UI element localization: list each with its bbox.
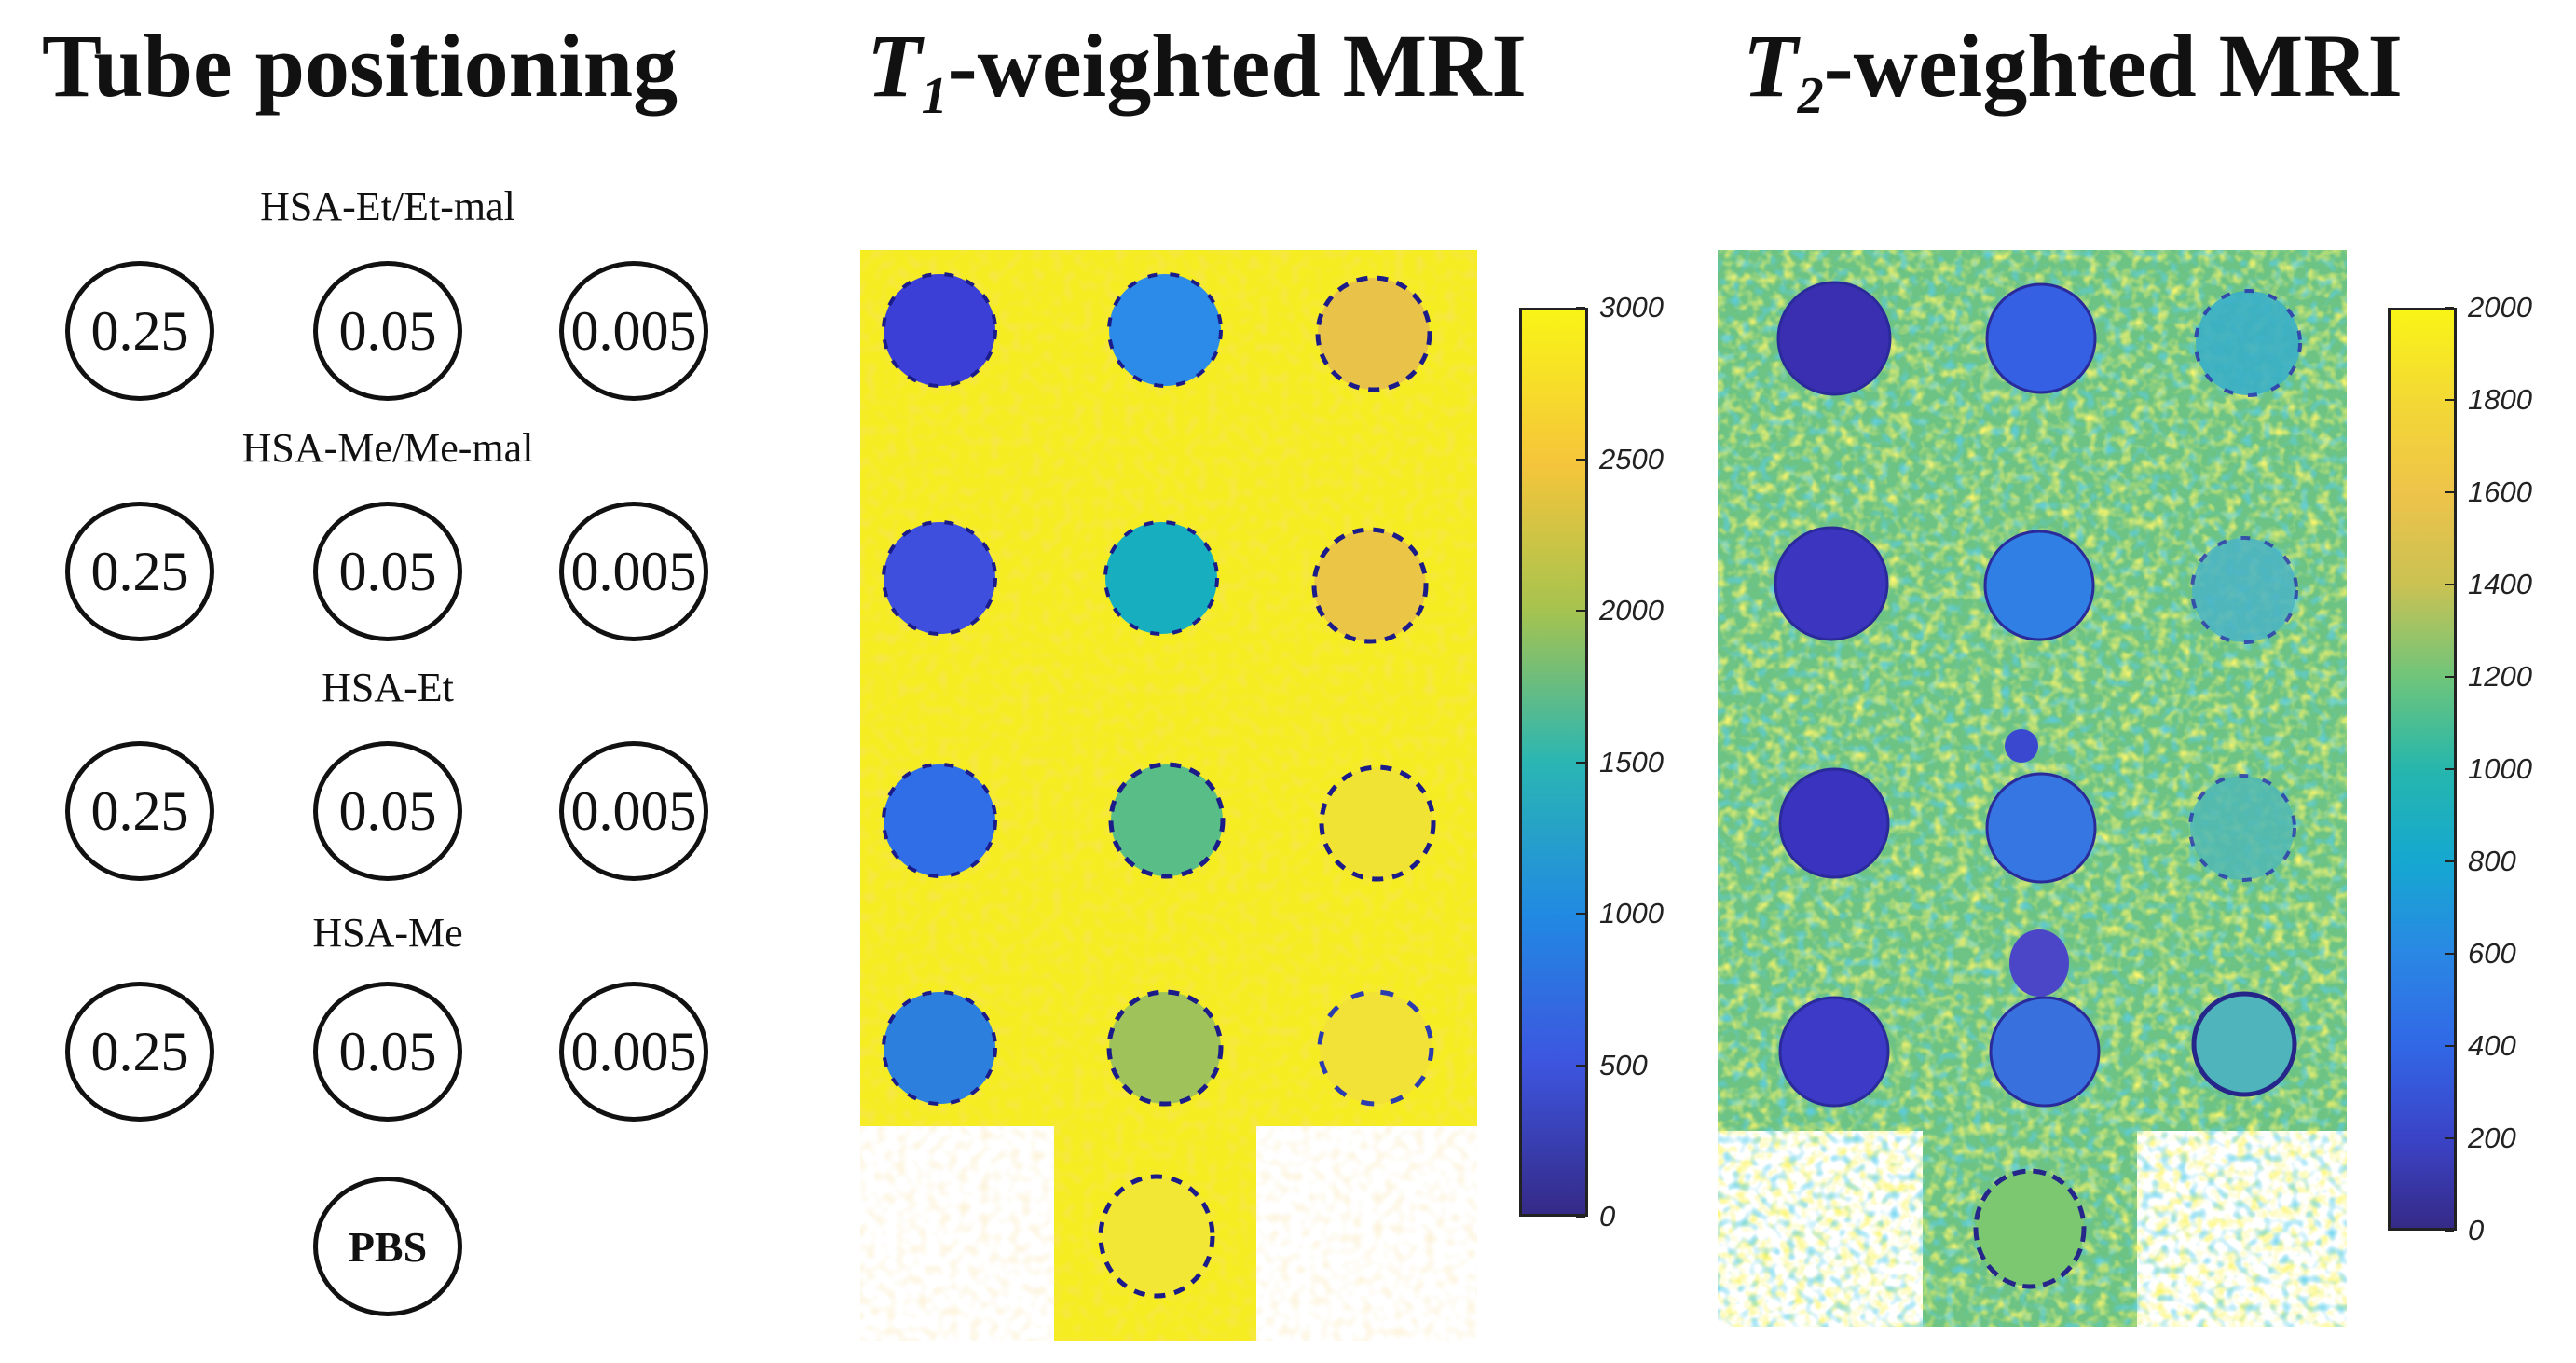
- t2-title-rest: -weighted MRI: [1823, 16, 2403, 116]
- t1-colorbar-tick-label: 2500: [1599, 442, 1664, 475]
- t1-colorbar-tick-label: 3000: [1599, 291, 1664, 324]
- t1-tube-r3-c3: [1319, 764, 1436, 882]
- t1-mri-map: [860, 250, 1477, 1341]
- tube-hsa-et-0.05: 0.05: [313, 741, 462, 881]
- tube-hsa-et-0.25: 0.25: [65, 741, 214, 881]
- t1-tube-r3-c1: [882, 763, 997, 878]
- t2-colorbar-tick-mark: [2445, 491, 2454, 493]
- t2-colorbar-tick-mark: [2445, 1230, 2454, 1232]
- t1-tube-r2-c1: [882, 520, 997, 636]
- tube-hsa-et-et-mal-0.25: 0.25: [65, 261, 214, 401]
- t2-colorbar-tick-label: 1000: [2468, 752, 2532, 785]
- t2-colorbar-tick-label: 800: [2468, 845, 2516, 877]
- t1-colorbar-tick-mark: [1576, 761, 1585, 764]
- t2-colorbar-tick-label: 1600: [2468, 475, 2532, 508]
- t2-tube-r4-c2: [1989, 996, 2101, 1108]
- t1-colorbar-tick-label: 1500: [1599, 745, 1664, 778]
- tube-hsa-me-0.005: 0.005: [559, 982, 708, 1122]
- tube-positioning-title: Tube positioning: [42, 16, 678, 116]
- t1-colorbar-tick-mark: [1576, 610, 1585, 612]
- t1-title-subscript: 1: [921, 67, 948, 125]
- t2-tube-r1-c1: [1776, 281, 1892, 396]
- t2-colorbar-tick-mark: [2445, 860, 2454, 862]
- tube-hsa-me-0.25: 0.25: [65, 982, 214, 1122]
- t1-colorbar-tick-mark: [1576, 913, 1585, 915]
- t2-colorbar-tick-label: 2000: [2468, 291, 2532, 324]
- t1-title-rest: -weighted MRI: [947, 16, 1527, 116]
- t1-colorbar-tick-mark: [1576, 458, 1585, 461]
- t2-tube-r4-c3: [2191, 991, 2297, 1097]
- t1-tube-r3-c2: [1108, 762, 1226, 879]
- t2-tube-r2-c2: [1983, 530, 2095, 641]
- t2-bubble-r3: [2005, 729, 2038, 763]
- t2-colorbar-tick-label: 1400: [2468, 568, 2532, 600]
- t2-tube-r2-c3: [2190, 536, 2298, 644]
- tube-hsa-me-me-mal-0.05: 0.05: [313, 502, 462, 641]
- t2-colorbar-tick-label: 200: [2468, 1122, 2516, 1154]
- t1-tube-r2-c2: [1103, 520, 1219, 636]
- t1-tube-r1-c3: [1315, 275, 1432, 392]
- t1-colorbar-tick-label: 0: [1599, 1200, 1616, 1232]
- t2-mri-map: [1718, 250, 2347, 1327]
- t2-tube-r3-c3: [2188, 774, 2296, 882]
- t2-tube-r2-c1: [1774, 526, 1889, 641]
- t2-tube-r3-c1: [1778, 767, 1890, 879]
- t2-colorbar-tick-mark: [2445, 307, 2454, 309]
- t1-colorbar-tick-mark: [1576, 1216, 1585, 1218]
- t1-title-letter: T: [867, 16, 922, 116]
- t2-colorbar-tick-mark: [2445, 1045, 2454, 1047]
- tube-hsa-et-et-mal-0.05: 0.05: [313, 261, 462, 401]
- t1-colorbar-tick-mark: [1576, 1064, 1585, 1067]
- t2-colorbar-tick-label: 400: [2468, 1029, 2516, 1062]
- t2-tube-r3-c2: [1985, 772, 2097, 884]
- t2-colorbar-tick-label: 1800: [2468, 383, 2532, 416]
- t1-tube-r4-c2: [1106, 989, 1224, 1107]
- tube-pbs-control: PBS: [313, 1177, 462, 1316]
- t2-tube-r4-c1: [1778, 996, 1890, 1108]
- t2-title-letter: T: [1743, 16, 1798, 116]
- group-label-hsa-me: HSA-Me: [312, 910, 463, 956]
- t2-colorbar-tick-mark: [2445, 676, 2454, 678]
- t1-tube-r2-c3: [1311, 527, 1429, 644]
- tube-hsa-et-et-mal-0.005: 0.005: [559, 261, 708, 401]
- t1-tube-r1-c2: [1107, 272, 1223, 388]
- tube-hsa-me-me-mal-0.005: 0.005: [559, 502, 708, 641]
- t1-tube-r4-c1: [882, 990, 997, 1106]
- t2-bubble-r4: [2009, 929, 2069, 997]
- t2-tube-r1-c2: [1985, 282, 2097, 394]
- t1-colorbar-tick-label: 500: [1599, 1048, 1648, 1081]
- tube-hsa-me-0.05: 0.05: [313, 982, 462, 1122]
- t1-colorbar-tick-label: 1000: [1599, 897, 1664, 929]
- t1-tube-r1-c1: [882, 272, 997, 388]
- t2-colorbar-tick-mark: [2445, 584, 2454, 585]
- t2-colorbar-tick-mark: [2445, 1137, 2454, 1139]
- t1-tube-r4-c3: [1317, 989, 1434, 1107]
- t1-colorbar-tick-label: 2000: [1599, 594, 1664, 626]
- t2-colorbar-tick-label: 600: [2468, 937, 2516, 970]
- t2-title-subscript: 2: [1797, 67, 1824, 125]
- t1-tube-pbs: [1098, 1174, 1215, 1299]
- t2-colorbar-tick-mark: [2445, 953, 2454, 955]
- tube-hsa-et-0.005: 0.005: [559, 741, 708, 881]
- group-label-hsa-et: HSA-Et: [322, 665, 454, 710]
- t1-colorbar-tick-mark: [1576, 307, 1585, 309]
- t2-colorbar-tick-mark: [2445, 768, 2454, 770]
- t2-tube-r1-c3: [2194, 289, 2302, 397]
- t2-tube-pbs: [1973, 1168, 2087, 1289]
- tube-hsa-me-me-mal-0.25: 0.25: [65, 502, 214, 641]
- t2-colorbar-tick-label: 1200: [2468, 660, 2532, 693]
- t1-weighted-title: T1-weighted MRI: [867, 14, 1527, 126]
- group-label-hsa-et-et-mal: HSA-Et/Et-mal: [260, 184, 515, 229]
- t2-weighted-title: T2-weighted MRI: [1743, 14, 2403, 126]
- t2-colorbar-tick-label: 0: [2468, 1214, 2485, 1246]
- group-label-hsa-me-me-mal: HSA-Me/Me-mal: [241, 425, 534, 471]
- t2-colorbar-tick-mark: [2445, 399, 2454, 401]
